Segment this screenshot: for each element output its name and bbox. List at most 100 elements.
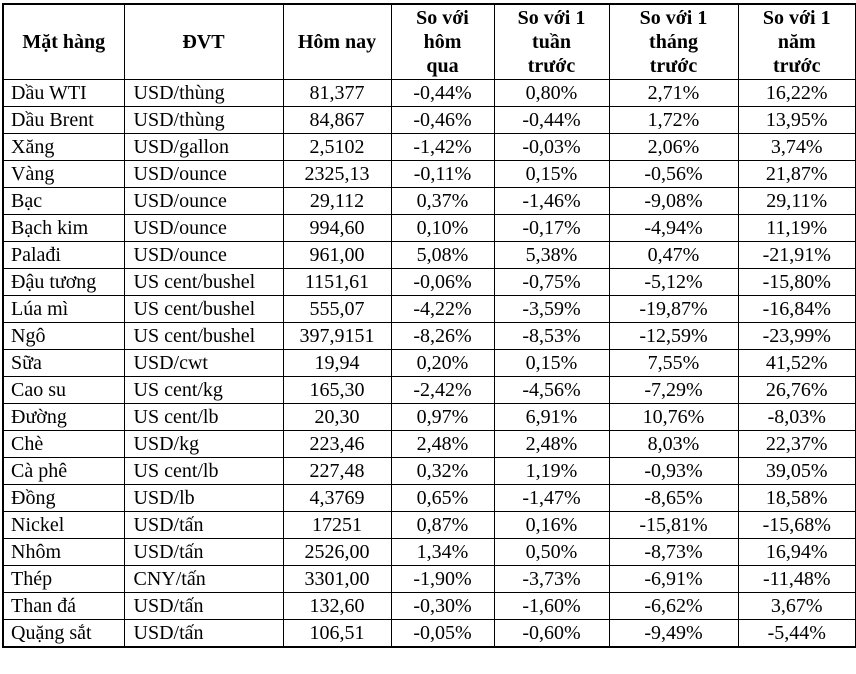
cell-vs_week: 0,15% (493, 160, 610, 188)
cell-today: 84,867 (282, 106, 392, 134)
cell-vs_week: -1,46% (493, 187, 610, 215)
cell-commodity: Chè (2, 430, 125, 458)
cell-vs_yesterday: 5,08% (390, 241, 495, 269)
cell-today: 1151,61 (282, 268, 392, 296)
cell-vs_week: 0,15% (493, 349, 610, 377)
cell-vs_yesterday: 0,87% (390, 511, 495, 539)
cell-vs_year: 16,94% (737, 538, 856, 566)
table-row: Vàng USD/ounce 2325,13 -0,11% 0,15% -0,56% 21,… (2, 160, 856, 188)
table-row: Thép CNY/tấn 3301,00 -1,90% -3,73% -6,91% -11,… (2, 565, 856, 593)
cell-vs_yesterday: 2,48% (390, 430, 495, 458)
header-row: Mặt hàng ĐVT Hôm nay So với hôm qua So v… (2, 3, 856, 80)
cell-unit: USD/thùng (123, 106, 284, 134)
cell-vs_month: -12,59% (608, 322, 739, 350)
cell-vs_yesterday: 1,34% (390, 538, 495, 566)
table-row: Đậu tương US cent/bushel 1151,61 -0,06% -0,7… (2, 268, 856, 296)
cell-unit: US cent/kg (123, 376, 284, 404)
cell-commodity: Đồng (2, 484, 125, 512)
cell-vs_year: -16,84% (737, 295, 856, 323)
cell-vs_yesterday: 0,37% (390, 187, 495, 215)
cell-unit: USD/gallon (123, 133, 284, 161)
cell-vs_year: 18,58% (737, 484, 856, 512)
table-row: Dầu Brent USD/thùng 84,867 -0,46% -0,44% 1,72… (2, 106, 856, 134)
cell-vs_month: -9,08% (608, 187, 739, 215)
cell-vs_yesterday: -2,42% (390, 376, 495, 404)
cell-unit: USD/ounce (123, 241, 284, 269)
col-header-vs-week: So với 1 tuần trước (493, 3, 610, 80)
table-body: Dầu WTI USD/thùng 81,377 -0,44% 0,80% 2,71% 16… (2, 79, 856, 648)
cell-today: 961,00 (282, 241, 392, 269)
cell-today: 165,30 (282, 376, 392, 404)
cell-commodity: Palađi (2, 241, 125, 269)
cell-vs_year: -8,03% (737, 403, 856, 431)
cell-vs_yesterday: -0,46% (390, 106, 495, 134)
cell-vs_year: 13,95% (737, 106, 856, 134)
col-header-unit: ĐVT (123, 3, 284, 80)
cell-commodity: Than đá (2, 592, 125, 620)
table-row: Xăng USD/gallon 2,5102 -1,42% -0,03% 2,06% 3,7… (2, 133, 856, 161)
cell-unit: US cent/lb (123, 403, 284, 431)
cell-today: 17251 (282, 511, 392, 539)
cell-unit: USD/lb (123, 484, 284, 512)
cell-vs_month: 8,03% (608, 430, 739, 458)
cell-vs_month: 2,06% (608, 133, 739, 161)
cell-vs_yesterday: 0,97% (390, 403, 495, 431)
table-row: Than đá USD/tấn 132,60 -0,30% -1,60% -6,62% 3,… (2, 592, 856, 620)
cell-vs_week: 2,48% (493, 430, 610, 458)
cell-vs_year: 16,22% (737, 79, 856, 107)
cell-vs_month: 10,76% (608, 403, 739, 431)
cell-vs_year: -15,80% (737, 268, 856, 296)
table-row: Chè USD/kg 223,46 2,48% 2,48% 8,03% 22,37% (2, 430, 856, 458)
cell-today: 20,30 (282, 403, 392, 431)
cell-vs_month: -19,87% (608, 295, 739, 323)
cell-unit: USD/ounce (123, 160, 284, 188)
col-header-vs-yesterday: So với hôm qua (390, 3, 495, 80)
cell-vs_year: 39,05% (737, 457, 856, 485)
cell-today: 227,48 (282, 457, 392, 485)
cell-vs_month: 2,71% (608, 79, 739, 107)
cell-vs_year: 21,87% (737, 160, 856, 188)
cell-vs_month: -5,12% (608, 268, 739, 296)
cell-vs_yesterday: -0,44% (390, 79, 495, 107)
cell-commodity: Thép (2, 565, 125, 593)
cell-vs_week: 0,50% (493, 538, 610, 566)
cell-today: 2325,13 (282, 160, 392, 188)
cell-today: 29,112 (282, 187, 392, 215)
cell-vs_week: -4,56% (493, 376, 610, 404)
col-header-vs-month: So với 1 tháng trước (608, 3, 739, 80)
cell-vs_year: -21,91% (737, 241, 856, 269)
cell-today: 223,46 (282, 430, 392, 458)
cell-commodity: Sữa (2, 349, 125, 377)
table-row: Nhôm USD/tấn 2526,00 1,34% 0,50% -8,73% 16,94% (2, 538, 856, 566)
cell-unit: USD/tấn (123, 619, 284, 648)
cell-today: 397,9151 (282, 322, 392, 350)
cell-unit: USD/tấn (123, 538, 284, 566)
table-row: Đồng USD/lb 4,3769 0,65% -1,47% -8,65% 18,58% (2, 484, 856, 512)
cell-vs_yesterday: -4,22% (390, 295, 495, 323)
cell-vs_yesterday: 0,32% (390, 457, 495, 485)
cell-vs_month: -7,29% (608, 376, 739, 404)
cell-commodity: Vàng (2, 160, 125, 188)
cell-vs_year: -15,68% (737, 511, 856, 539)
cell-unit: USD/cwt (123, 349, 284, 377)
cell-commodity: Đậu tương (2, 268, 125, 296)
cell-vs_week: 6,91% (493, 403, 610, 431)
table-row: Đường US cent/lb 20,30 0,97% 6,91% 10,76% -8,0… (2, 403, 856, 431)
cell-vs_month: 0,47% (608, 241, 739, 269)
cell-commodity: Đường (2, 403, 125, 431)
cell-vs_month: -0,56% (608, 160, 739, 188)
cell-vs_month: -6,62% (608, 592, 739, 620)
cell-vs_week: -8,53% (493, 322, 610, 350)
table-row: Cà phê US cent/lb 227,48 0,32% 1,19% -0,93% 39… (2, 457, 856, 485)
cell-commodity: Dầu WTI (2, 79, 125, 107)
table-row: Nickel USD/tấn 17251 0,87% 0,16% -15,81% -15,6… (2, 511, 856, 539)
cell-unit: USD/thùng (123, 79, 284, 107)
cell-vs_month: -8,73% (608, 538, 739, 566)
cell-vs_month: -9,49% (608, 619, 739, 648)
cell-vs_yesterday: -0,11% (390, 160, 495, 188)
cell-today: 2526,00 (282, 538, 392, 566)
cell-vs_year: 41,52% (737, 349, 856, 377)
cell-vs_year: 29,11% (737, 187, 856, 215)
table-row: Sữa USD/cwt 19,94 0,20% 0,15% 7,55% 41,52% (2, 349, 856, 377)
cell-commodity: Quặng sắt (2, 619, 125, 648)
